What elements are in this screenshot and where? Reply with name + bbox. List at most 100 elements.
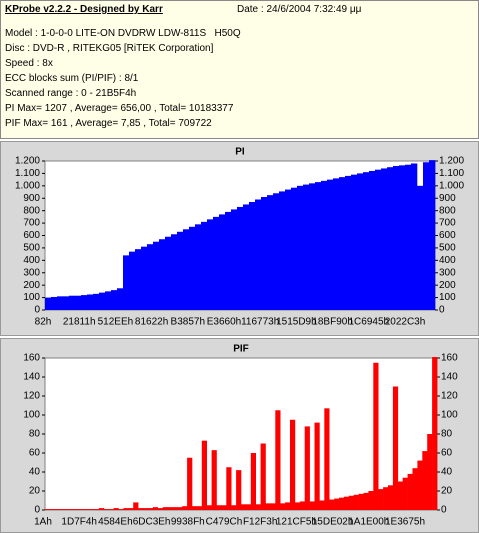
info-line: PIF Max= 161 , Average= 7,85 , Total= 70… <box>5 118 212 129</box>
bar <box>143 508 149 510</box>
bar <box>231 505 237 510</box>
bar <box>285 502 291 510</box>
bar <box>294 502 301 510</box>
bar <box>334 498 340 510</box>
bar <box>373 362 379 510</box>
bar <box>348 495 354 510</box>
y2-tick-label: 600 <box>439 230 456 241</box>
x-tick-label: 1C6945h <box>349 317 390 328</box>
chart-title: PIF <box>233 344 249 355</box>
bar <box>157 508 163 510</box>
bar <box>324 408 330 510</box>
bar <box>297 185 304 310</box>
x-tick-label: 9938Fh <box>171 517 205 528</box>
y2-tick-label: 400 <box>439 255 456 266</box>
y-tick-label: 300 <box>23 267 40 278</box>
chart-panel <box>0 338 479 533</box>
bar <box>103 509 109 510</box>
bar <box>135 249 142 310</box>
info-line: Scanned range : 0 - 21B5F4h <box>5 88 137 99</box>
bar <box>402 477 408 510</box>
y2-tick-label: 0 <box>439 305 445 316</box>
bar <box>327 179 334 310</box>
y2-tick-label: 0 <box>441 505 447 516</box>
info-line: ECC blocks sum (PI/PIF) : 8/1 <box>5 73 139 84</box>
info-line: Model : 1-0-0-0 LITE-ON DVDRW LDW-811S H… <box>5 28 241 39</box>
scan-date: Date : 24/6/2004 7:32:49 μμ <box>237 4 362 15</box>
x-tick-label: 512EEh <box>98 317 134 328</box>
bar <box>411 163 418 310</box>
bar <box>315 182 322 310</box>
x-tick-label: F12F3h <box>243 517 277 528</box>
bar <box>59 509 65 510</box>
y2-tick-label: 300 <box>439 267 456 278</box>
plot-area <box>44 160 436 311</box>
bar <box>162 507 168 510</box>
x-tick-label: 18BF90h <box>312 317 353 328</box>
bar <box>321 180 328 310</box>
bar <box>69 295 76 310</box>
y-tick-label: 500 <box>23 243 40 254</box>
bar <box>314 422 320 510</box>
x-tick-label: 1A1E00h <box>348 517 389 528</box>
x-tick-label: 6DC3Eh <box>133 517 171 528</box>
bar <box>69 509 75 510</box>
bar <box>165 236 172 310</box>
y2-tick-label: 1.200 <box>439 156 464 167</box>
y2-tick-label: 100 <box>441 410 458 421</box>
bar <box>219 214 226 310</box>
x-tick-label: 1515D9h <box>276 317 317 328</box>
y2-tick-label: 1.100 <box>439 168 464 179</box>
x-tick-label: 21811h <box>63 317 96 328</box>
bar <box>357 173 364 310</box>
bar <box>93 293 100 310</box>
bar <box>392 386 399 510</box>
bar <box>171 234 178 310</box>
y-tick-label: 100 <box>23 292 40 303</box>
bar <box>260 443 266 510</box>
bar <box>117 288 124 310</box>
bar <box>267 195 274 310</box>
y-tick-label: 100 <box>23 410 40 421</box>
y-tick-label: 1.100 <box>15 168 40 179</box>
bar <box>63 296 70 310</box>
bar <box>378 489 384 510</box>
bar <box>187 457 193 510</box>
x-tick-label: B3857h <box>171 317 205 328</box>
bar <box>399 165 406 310</box>
bar <box>339 177 346 310</box>
y-tick-label: 160 <box>23 353 40 364</box>
y2-tick-label: 200 <box>439 280 456 291</box>
y-tick-label: 200 <box>23 280 40 291</box>
x-tick-label: 15DE02h <box>312 517 354 528</box>
bar <box>108 509 114 510</box>
bar <box>216 505 222 510</box>
y2-tick-label: 100 <box>439 292 456 303</box>
bar <box>201 440 207 510</box>
bar <box>250 453 256 510</box>
bar <box>388 485 394 510</box>
x-tick-label: 1E3675h <box>385 517 425 528</box>
y-tick-label: 800 <box>23 205 40 216</box>
bar <box>141 246 148 310</box>
bar <box>167 507 173 510</box>
bar <box>280 503 286 510</box>
bar <box>207 219 214 310</box>
bar <box>89 509 95 510</box>
bar <box>363 492 369 510</box>
bar <box>387 167 394 310</box>
bar <box>74 509 80 510</box>
y-tick-label: 600 <box>23 230 40 241</box>
y2-tick-label: 700 <box>439 218 456 229</box>
bar <box>105 291 112 310</box>
bar <box>118 509 124 510</box>
bar <box>369 170 376 310</box>
bar <box>303 184 310 310</box>
bar <box>183 229 190 310</box>
bar <box>192 506 198 510</box>
info-line: PI Max= 1207 , Average= 656,00 , Total= … <box>5 103 234 114</box>
bar <box>275 410 281 510</box>
bar <box>255 199 262 310</box>
bar <box>99 292 106 310</box>
bar <box>429 160 436 310</box>
